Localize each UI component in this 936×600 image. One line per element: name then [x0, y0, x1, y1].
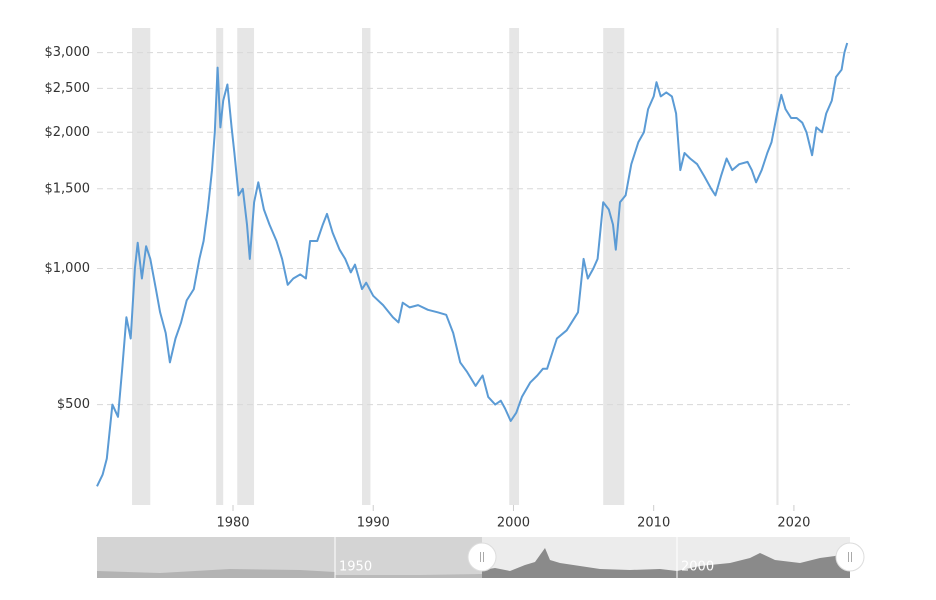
navigator-area [482, 548, 850, 578]
navigator[interactable]: 1950 2000 [97, 537, 865, 578]
y-tick-label: $1,000 [45, 261, 91, 276]
recession-band [776, 28, 779, 505]
x-tick-label: 1990 [357, 516, 390, 531]
recession-band [362, 28, 371, 505]
navigator-area [97, 569, 335, 578]
x-tick-label: 2010 [637, 516, 670, 531]
recession-band [509, 28, 520, 505]
y-tick-label: $500 [57, 397, 90, 412]
x-tick-label: 1980 [216, 516, 249, 531]
price-line [96, 42, 849, 487]
recession-band [237, 28, 255, 505]
y-tick-label: $3,000 [45, 45, 91, 60]
navigator-mask [97, 537, 482, 578]
navigator-label: 2000 [681, 560, 714, 575]
navigator-handle[interactable] [835, 542, 865, 572]
navigator-area [335, 574, 482, 578]
x-tick-label: 2020 [777, 516, 810, 531]
x-tick-label: 2000 [497, 516, 530, 531]
navigator-label: 1950 [339, 560, 372, 575]
navigator-handle[interactable] [467, 542, 497, 572]
y-tick-label: $1,500 [45, 181, 91, 196]
recession-band [216, 28, 224, 505]
y-tick-label: $2,500 [45, 81, 91, 96]
y-tick-label: $2,000 [45, 125, 91, 140]
recession-band [603, 28, 625, 505]
